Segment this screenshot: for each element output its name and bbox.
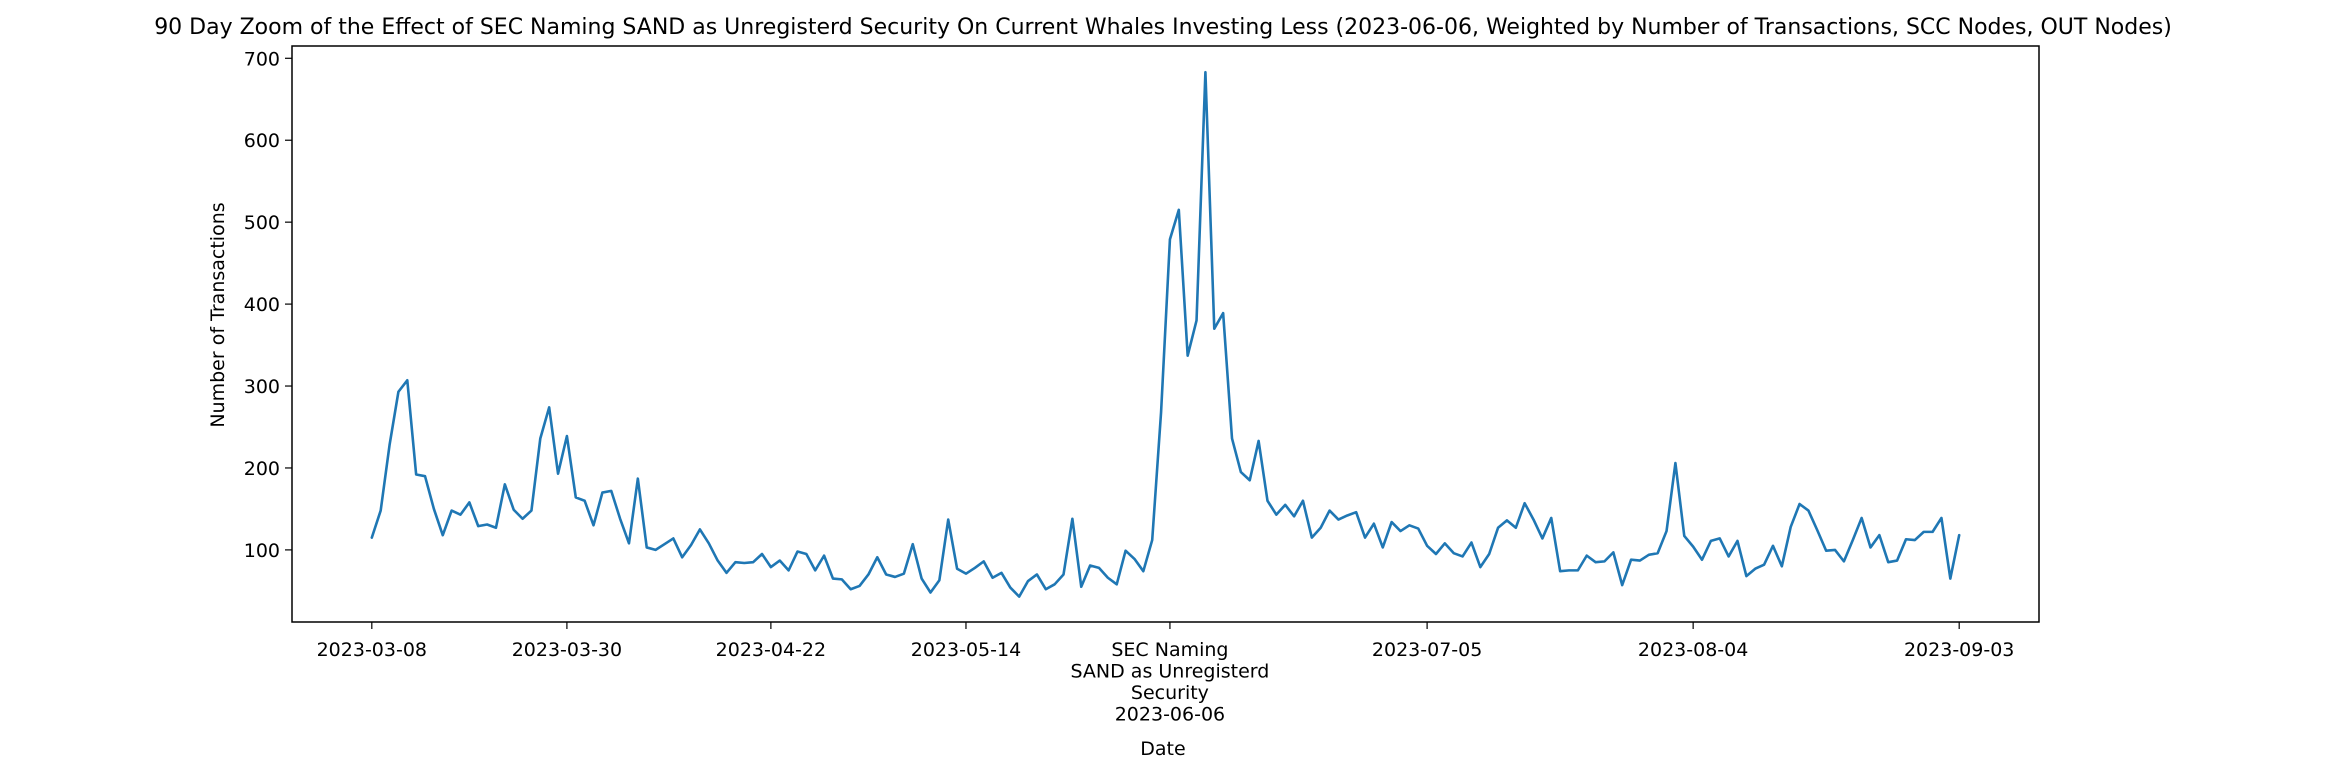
x-tick-label: 2023-03-30 [512, 639, 622, 661]
x-tick-label: SEC Naming SAND as Unregisterd Security 202… [1071, 639, 1270, 726]
chart-title: 90 Day Zoom of the Effect of SEC Naming … [154, 15, 2172, 40]
y-tick-label: 700 [244, 48, 280, 70]
y-tick-label: 200 [244, 458, 280, 480]
series-line [370, 70, 1961, 598]
y-tick-label: 500 [244, 212, 280, 234]
x-axis-label: Date [1140, 738, 1185, 760]
x-tick-label: 2023-09-03 [1904, 639, 2014, 661]
x-tick-label: 2023-03-08 [317, 639, 427, 661]
y-tick-label: 100 [244, 540, 280, 562]
y-axis-label: Number of Transactions [207, 202, 229, 427]
y-tick-label: 600 [244, 130, 280, 152]
y-tick-label: 400 [244, 294, 280, 316]
x-tick-label: 2023-04-22 [716, 639, 826, 661]
x-tick-label: 2023-08-04 [1638, 639, 1748, 661]
plot-frame [291, 45, 2040, 623]
y-axis-ticks: 100 200 300 400 500 600 700 [244, 48, 292, 562]
y-tick-label: 300 [244, 376, 280, 398]
x-axis-ticks: 2023-03-08 2023-03-30 2023-04-22 2023-05-14… [317, 622, 2014, 726]
x-tick-label: 2023-05-14 [911, 639, 1021, 661]
x-tick-label: 2023-07-05 [1372, 639, 1482, 661]
